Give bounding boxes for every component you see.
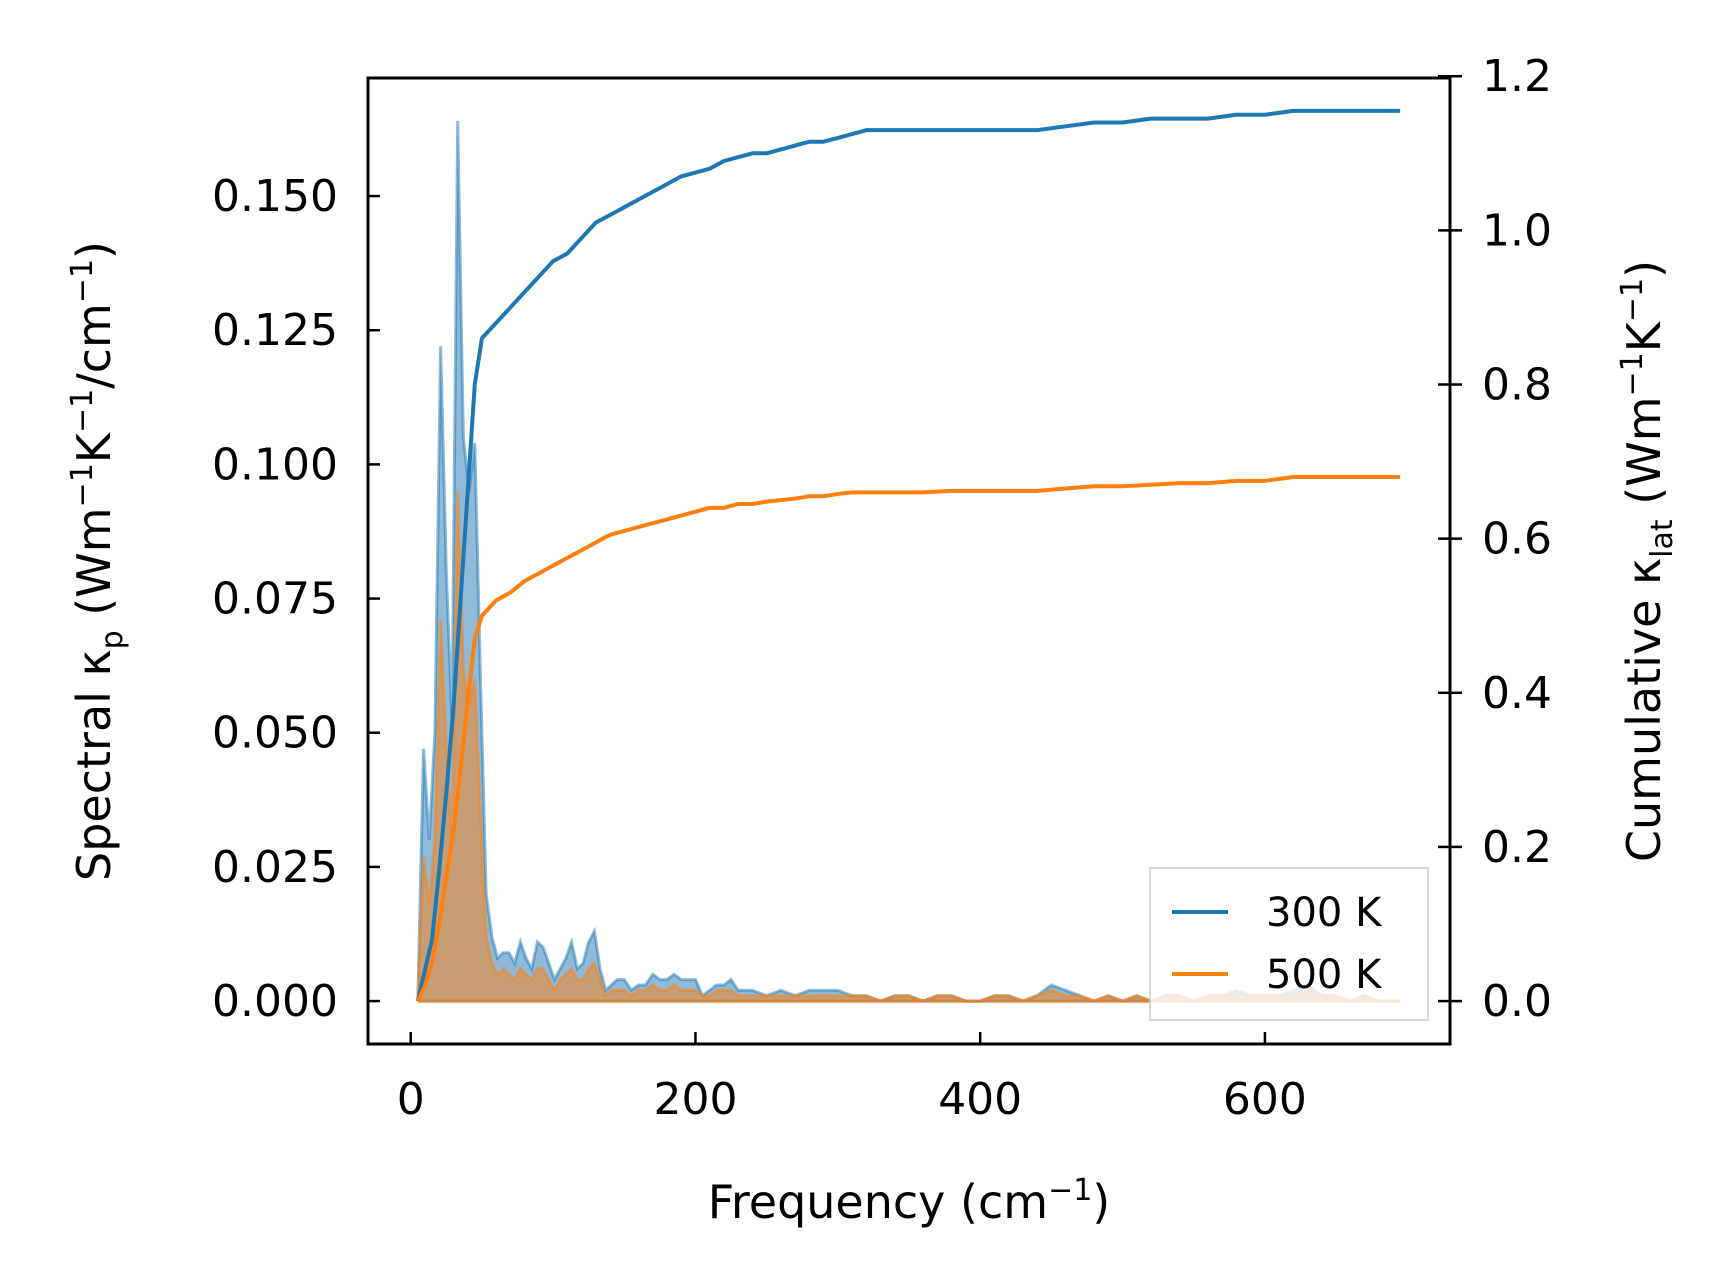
plot-frame [366, 76, 1452, 1046]
y-right-tick-label: 0.6 [1482, 514, 1552, 565]
y-right-axis-ticks: 0.0 0.2 0.4 0.6 0.8 1.0 1.2 [1438, 51, 1552, 1027]
legend-box [1149, 867, 1429, 1021]
y-left-tick-label: 0.150 [212, 171, 338, 222]
y-right-tick-label: 0.2 [1482, 822, 1552, 873]
x-tick-label: 400 [938, 1074, 1022, 1125]
y-right-tick-label: 0.0 [1482, 976, 1552, 1027]
y-left-tick-label: 0.075 [212, 574, 338, 625]
y-left-axis-title: Spectral κp (Wm−1K−1/cm−1) [65, 241, 130, 881]
x-axis-ticks: 0 200 400 600 [397, 1032, 1307, 1125]
y-left-tick-label: 0.125 [212, 305, 338, 356]
x-tick-label: 200 [653, 1074, 737, 1125]
y-right-tick-label: 1.0 [1482, 205, 1552, 256]
y-right-tick-label: 1.2 [1482, 51, 1552, 102]
x-axis-title: Frequency (cm−1) [708, 1173, 1111, 1229]
series-lines [415, 108, 1401, 1002]
x-tick-label: 600 [1223, 1074, 1307, 1125]
y-left-tick-label: 0.050 [212, 708, 338, 759]
cumulative-line-500k [416, 474, 1401, 1002]
legend: 300 K 500 K [1149, 867, 1429, 1021]
legend-label-300k: 300 K [1266, 890, 1383, 936]
y-left-tick-label: 0.000 [212, 976, 338, 1027]
cumulative-line-300k [415, 108, 1401, 1002]
x-tick-label: 0 [397, 1074, 425, 1125]
y-right-tick-label: 0.8 [1482, 360, 1552, 411]
legend-label-500k: 500 K [1266, 952, 1383, 998]
y-left-tick-label: 0.025 [212, 842, 338, 893]
x-axis-title-sup: −1 [1048, 1173, 1092, 1208]
y-right-tick-label: 0.4 [1482, 668, 1552, 719]
y-right-axis-title: Cumulative κlat (Wm−1K−1) [1615, 260, 1680, 862]
y-left-tick-label: 0.100 [212, 439, 338, 490]
y-left-axis-ticks: 0.000 0.025 0.050 0.075 0.100 0.125 0.150 [212, 171, 380, 1027]
